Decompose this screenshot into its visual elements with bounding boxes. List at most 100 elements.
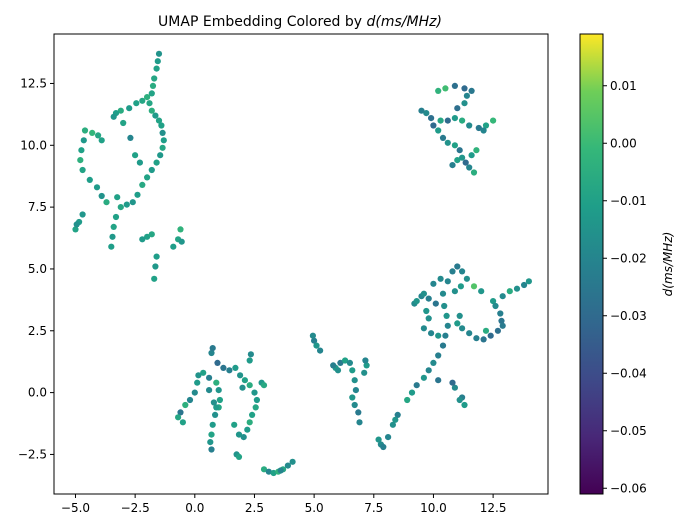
scatter-point <box>454 263 461 270</box>
scatter-point <box>127 134 134 141</box>
scatter-point <box>375 436 382 443</box>
scatter-point <box>487 332 494 339</box>
scatter-point <box>289 458 296 465</box>
scatter-point <box>144 233 151 240</box>
scatter-point <box>361 369 368 376</box>
scatter-point <box>232 364 239 371</box>
scatter-point <box>441 302 448 310</box>
scatter-point <box>473 147 480 154</box>
scatter-point <box>152 263 159 270</box>
x-tick-label: 2.5 <box>245 501 264 515</box>
scatter-point <box>139 97 146 104</box>
scatter-point <box>158 122 165 129</box>
scatter-point <box>93 184 101 191</box>
colorbar-tick-label: −0.04 <box>610 366 647 380</box>
scatter-point <box>239 384 246 391</box>
scatter-point <box>208 446 215 453</box>
scatter-point <box>430 122 437 129</box>
scatter-point <box>425 315 432 322</box>
scatter-points <box>72 50 533 477</box>
scatter-point <box>209 345 216 352</box>
scatter-point <box>139 236 146 243</box>
scatter-point <box>253 396 260 404</box>
scatter-point <box>362 357 369 364</box>
scatter-point <box>80 137 87 144</box>
scatter-point <box>186 396 194 404</box>
scatter-point <box>108 243 115 250</box>
scatter-point <box>451 288 458 295</box>
y-tick-label: 2.5 <box>28 324 47 338</box>
scatter-point <box>337 359 344 366</box>
scatter-point <box>466 330 473 337</box>
scatter-point <box>207 439 214 446</box>
x-tick-label: −2.5 <box>121 501 150 515</box>
scatter-point <box>247 351 254 358</box>
scatter-point <box>251 389 258 396</box>
scatter-point <box>394 411 401 418</box>
scatter-point <box>136 159 143 166</box>
chart-title-prefix: UMAP Embedding Colored by <box>158 14 366 30</box>
scatter-point <box>208 349 215 357</box>
scatter-point <box>260 382 268 389</box>
scatter-point <box>160 137 167 144</box>
scatter-point <box>144 94 151 101</box>
scatter-point <box>490 298 497 305</box>
scatter-point <box>461 85 468 92</box>
colorbar-tick-label: −0.01 <box>610 194 647 208</box>
x-tick-label: 10.0 <box>420 501 447 515</box>
scatter-point <box>126 105 133 112</box>
scatter-point <box>494 327 501 334</box>
scatter-point <box>437 117 444 124</box>
scatter-point <box>363 362 370 369</box>
scatter-point <box>461 401 468 409</box>
scatter-point <box>72 226 79 233</box>
colorbar <box>580 34 603 494</box>
scatter-point <box>499 322 506 329</box>
scatter-point <box>214 359 221 366</box>
scatter-point <box>475 124 482 132</box>
scatter-point <box>175 414 182 421</box>
y-tick-label: 12.5 <box>20 76 47 90</box>
scatter-point <box>499 293 506 300</box>
scatter-point <box>79 166 86 174</box>
scatter-point <box>413 298 420 305</box>
scatter-point <box>77 157 84 164</box>
scatter-point <box>470 283 478 290</box>
colorbar-tick-label: −0.02 <box>610 251 647 265</box>
scatter-point <box>231 421 238 428</box>
colorbar-axis: 0.01 0.00 −0.01 −0.02 −0.03 −0.04 −0.05 −0.06 <box>603 79 647 495</box>
x-tick-label: 5.0 <box>305 501 324 515</box>
scatter-point <box>212 411 219 418</box>
scatter-point <box>435 87 442 94</box>
scatter-point <box>463 275 470 282</box>
scatter-point <box>98 137 105 144</box>
scatter-point <box>449 268 456 275</box>
scatter-point <box>260 466 268 473</box>
scatter-point <box>468 87 475 94</box>
scatter-point <box>439 342 447 349</box>
scatter-point <box>208 431 215 438</box>
scatter-point <box>311 337 318 344</box>
scatter-point <box>195 372 202 379</box>
scatter-point <box>389 421 396 428</box>
scatter-point <box>444 117 451 124</box>
scatter-point <box>444 278 451 285</box>
scatter-point <box>425 367 432 374</box>
scatter-point <box>178 238 185 245</box>
scatter-point <box>110 223 117 230</box>
chart-title: UMAP Embedding Colored by d(ms/MHz) <box>158 14 442 30</box>
scatter-point <box>103 199 110 206</box>
scatter-point <box>449 379 456 386</box>
scatter-point <box>170 243 177 250</box>
scatter-point <box>352 387 359 394</box>
scatter-point <box>309 332 316 339</box>
scatter-point <box>420 374 427 381</box>
scatter-point <box>110 113 117 120</box>
scatter-point <box>220 364 227 371</box>
scatter-point <box>252 404 259 411</box>
scatter-point <box>209 421 216 428</box>
scatter-point <box>435 127 442 134</box>
scatter-point <box>86 176 93 183</box>
colorbar-tick-label: 0.01 <box>610 79 637 93</box>
